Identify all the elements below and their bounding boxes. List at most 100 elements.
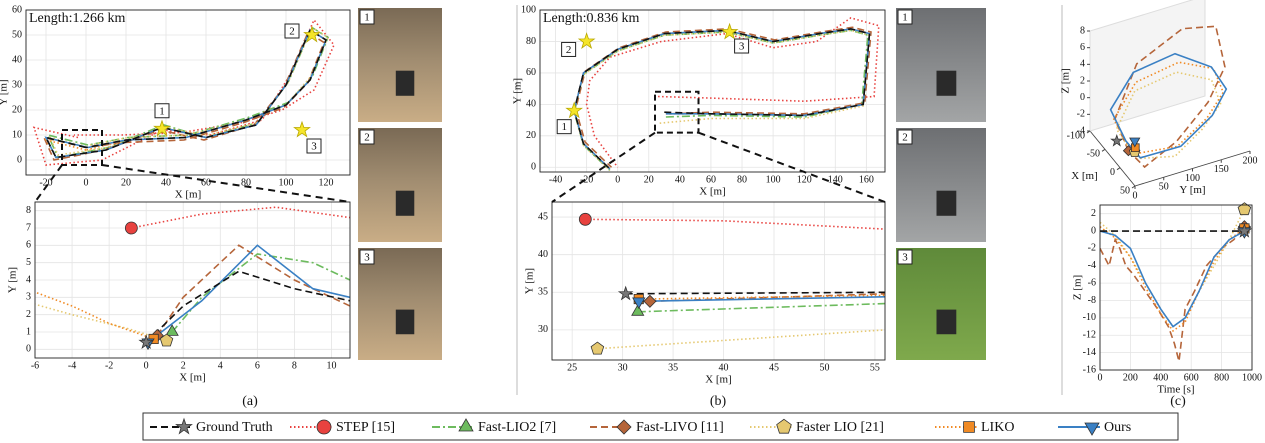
x-axis-label: Time [s] [1157, 384, 1194, 396]
x-tick-label: 25 [567, 362, 577, 373]
marker [579, 213, 591, 225]
annotation-label: 2 [566, 44, 572, 56]
x-tick-label: 0 [84, 177, 89, 188]
photo-label: 1 [902, 12, 908, 24]
plot-area [1100, 205, 1252, 370]
marker [1111, 135, 1122, 145]
y-tick-label: -6 [1088, 277, 1096, 288]
annotation-label: 3 [311, 141, 317, 153]
marker [1238, 203, 1251, 215]
photo-label: 3 [364, 252, 370, 264]
x-tick-label: 100 [279, 177, 294, 188]
x-tick-label: 80 [737, 174, 747, 185]
tick-mark [1102, 149, 1105, 151]
y-tick-label: 35 [538, 287, 548, 298]
y-tick-label: 6 [26, 240, 31, 251]
legend-label: Faster LIO [21] [796, 420, 884, 435]
robot [937, 310, 957, 335]
legend-label: Fast-LIVO [11] [636, 420, 724, 435]
legend-label: Ours [1104, 420, 1131, 435]
y-tick-label: 20 [12, 104, 22, 115]
x-tick-label: -2 [105, 360, 113, 371]
photo [358, 248, 442, 360]
z-tick-label: -2 [1077, 109, 1085, 120]
robot [396, 310, 414, 335]
legend-marker [964, 422, 975, 433]
y-tick-label: 50 [1159, 182, 1169, 193]
y-tick-label: -14 [1083, 347, 1096, 358]
z-tick-label: 8 [1080, 25, 1085, 36]
y-tick-label: 40 [12, 54, 22, 65]
photo-label: 1 [364, 12, 370, 24]
z-tick-label: 2 [1080, 75, 1085, 86]
caption: (a) [242, 394, 258, 409]
photo [896, 128, 986, 242]
x-tick-label: 20 [644, 174, 654, 185]
y-axis-label: Y [m] [0, 79, 10, 105]
y-tick-label: 2 [26, 309, 31, 320]
page: (a) (b) (c) -200204060801001200102030405… [0, 0, 1265, 443]
y-tick-label: 50 [12, 29, 22, 40]
x-tick-label: 30 [618, 362, 628, 373]
x-tick-label: 1000 [1242, 372, 1262, 383]
y-tick-label: 40 [538, 249, 548, 260]
x-tick-label: 55 [870, 362, 880, 373]
photo-label: 2 [364, 132, 370, 144]
x-tick-label: 200 [1123, 372, 1138, 383]
x-tick-label: 60 [201, 177, 211, 188]
annotation-label: 1 [159, 105, 165, 117]
x-tick-label: 40 [161, 177, 171, 188]
photo-label: 3 [902, 252, 908, 264]
y-tick-label: 0 [17, 154, 22, 165]
x-axis-label: X [m] [1071, 170, 1098, 182]
tick-mark [1117, 168, 1120, 170]
robot [937, 191, 957, 216]
y-tick-label: 0 [531, 162, 536, 173]
z-tick-label: 6 [1080, 42, 1085, 53]
legend-marker [317, 420, 331, 434]
x-tick-label: 8 [292, 360, 297, 371]
robot [937, 71, 957, 96]
annotation-label: 1 [561, 121, 567, 133]
x-tick-label: 400 [1153, 372, 1168, 383]
x-tick-label: 0 [615, 174, 620, 185]
y-axis-label: Y [m] [524, 268, 536, 294]
x-axis-label: X [m] [705, 374, 732, 386]
photo [896, 248, 986, 360]
y-tick-label: 60 [526, 67, 536, 78]
y-tick-label: 150 [1214, 164, 1229, 175]
y-tick-label: 0 [1091, 225, 1096, 236]
x-tick-label: 50 [819, 362, 829, 373]
photo [358, 8, 442, 122]
legend-label: STEP [15] [336, 420, 395, 435]
y-axis-label: Y [m] [512, 78, 524, 104]
y-tick-label: 45 [538, 211, 548, 222]
x-tick-label: 60 [706, 174, 716, 185]
legend-label: Fast-LIO2 [7] [478, 420, 556, 435]
y-tick-label: 200 [1243, 155, 1258, 166]
legend-label: Ground Truth [196, 420, 273, 435]
x-tick-label: 10 [326, 360, 336, 371]
y-tick-label: 0 [1133, 190, 1138, 201]
x-tick-label: 120 [797, 174, 812, 185]
x-tick-label: 0 [1110, 167, 1115, 178]
z-tick-label: 4 [1080, 59, 1085, 70]
photo [896, 8, 986, 122]
y-tick-label: 4 [26, 274, 31, 285]
y-tick-label: -2 [1088, 243, 1096, 254]
x-tick-label: 45 [769, 362, 779, 373]
x-axis-label: X [m] [699, 186, 726, 198]
photo [358, 128, 442, 242]
x-tick-label: 120 [319, 177, 334, 188]
x-tick-label: 4 [218, 360, 223, 371]
y-tick-label: 30 [538, 324, 548, 335]
y-tick-label: 80 [526, 36, 536, 47]
x-tick-label: -50 [1087, 149, 1100, 160]
x-tick-label: 20 [121, 177, 131, 188]
annotation-label: 2 [289, 26, 295, 38]
y-tick-label: -8 [1088, 295, 1096, 306]
y-tick-label: 30 [12, 79, 22, 90]
x-tick-label: 50 [1120, 185, 1130, 196]
z-tick-label: 0 [1080, 92, 1085, 103]
x-tick-label: 6 [255, 360, 260, 371]
